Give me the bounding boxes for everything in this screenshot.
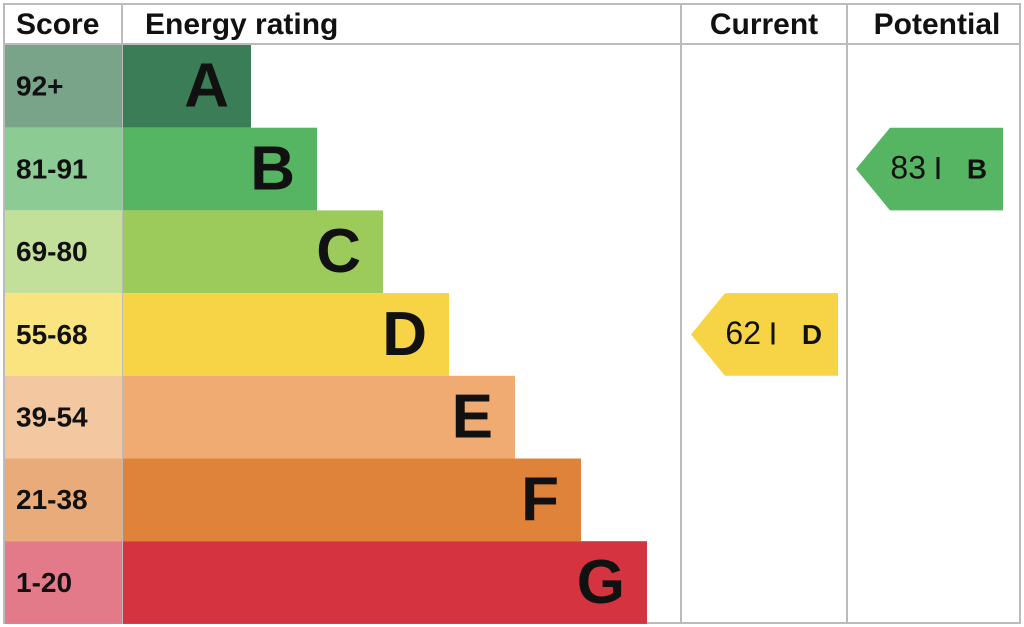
current-letter: D — [802, 319, 822, 350]
rating-bar — [123, 45, 251, 128]
score-range: 55-68 — [16, 319, 88, 350]
potential-arrow — [856, 127, 1003, 211]
potential-letter: B — [967, 153, 987, 184]
rating-letter: A — [184, 52, 229, 121]
score-range: 92+ — [16, 71, 64, 102]
potential-value: 83 — [890, 150, 926, 186]
rating-letter: C — [316, 217, 361, 286]
score-cell — [5, 375, 122, 459]
rating-letter: B — [250, 134, 295, 203]
header-potential: Potential — [874, 8, 1001, 41]
score-cell — [5, 293, 122, 376]
current-value: 62 — [725, 315, 761, 351]
score-range: 39-54 — [16, 402, 88, 433]
rating-letter: E — [452, 383, 493, 452]
rating-letter: G — [577, 548, 625, 617]
score-range: 21-38 — [16, 484, 88, 515]
score-cell — [5, 45, 122, 128]
header-score: Score — [16, 8, 99, 41]
rating-bar — [123, 127, 317, 211]
score-range: 1-20 — [16, 567, 72, 598]
rating-bar — [123, 210, 383, 294]
score-cell — [5, 541, 122, 624]
score-cell — [5, 458, 122, 542]
rating-letter: D — [382, 300, 427, 369]
score-cell — [5, 127, 122, 211]
score-range: 81-91 — [16, 153, 88, 184]
rating-bar — [123, 458, 581, 542]
current-arrow — [691, 293, 838, 376]
rating-bar — [123, 375, 515, 459]
score-cell — [5, 210, 122, 294]
header-rating: Energy rating — [145, 8, 338, 41]
rating-letter: F — [521, 465, 559, 534]
rating-bar — [123, 541, 647, 624]
rating-bar — [123, 293, 449, 376]
header-current: Current — [710, 8, 818, 41]
score-range: 69-80 — [16, 236, 88, 267]
